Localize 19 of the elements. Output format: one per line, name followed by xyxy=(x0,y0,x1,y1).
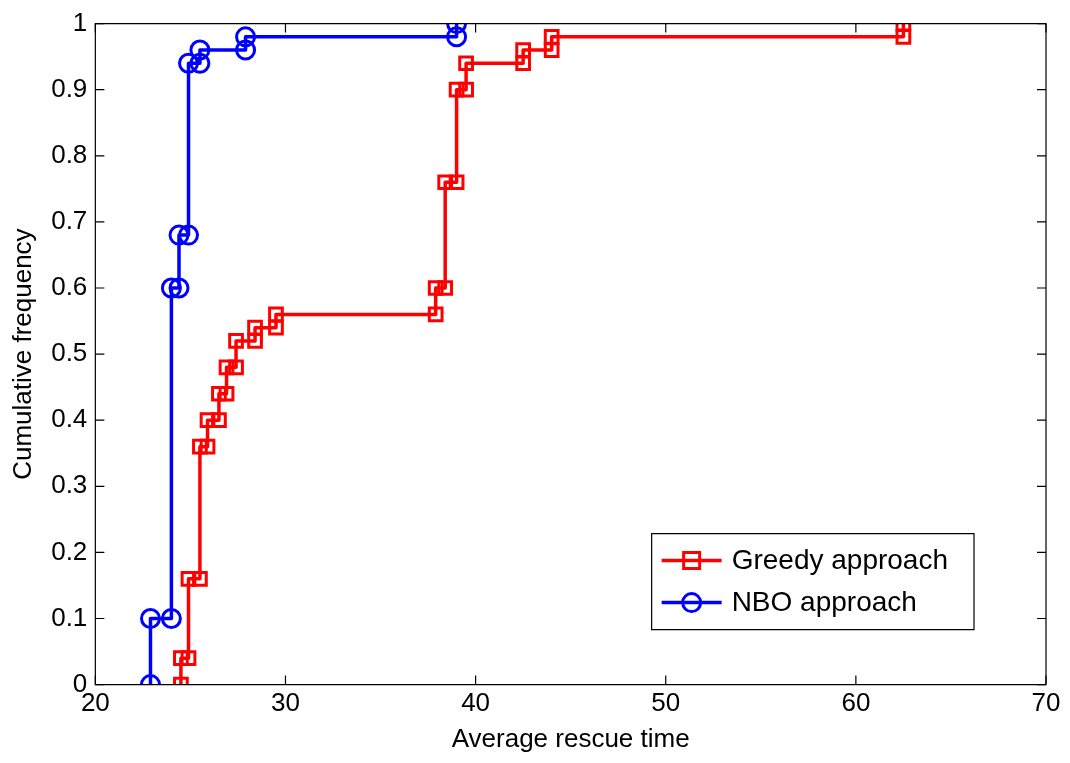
x-tick-label: 50 xyxy=(651,687,681,718)
y-axis-title: Cumulative frequency xyxy=(6,228,37,480)
x-tick-label: 60 xyxy=(841,687,871,718)
y-tick-label: 0.9 xyxy=(51,72,88,103)
y-tick-label: 0.4 xyxy=(51,403,88,434)
x-tick-label: 70 xyxy=(1031,687,1061,718)
x-tick-label: 30 xyxy=(271,687,300,718)
x-axis-title: Average rescue time xyxy=(451,722,690,753)
legend-label: Greedy approach xyxy=(731,544,948,576)
x-tick-label: 40 xyxy=(461,687,491,718)
y-tick-label: 0.1 xyxy=(51,601,88,632)
y-tick-label: 0.7 xyxy=(51,205,88,236)
y-tick-label: 0.8 xyxy=(51,138,88,169)
y-tick-label: 0.6 xyxy=(51,271,88,302)
y-tick-label: 0.3 xyxy=(51,469,88,500)
y-tick-label: 0.2 xyxy=(51,535,88,566)
y-tick-label: 0.5 xyxy=(51,337,88,368)
legend-label: NBO approach xyxy=(731,586,917,618)
y-tick-label: 1 xyxy=(72,6,88,37)
